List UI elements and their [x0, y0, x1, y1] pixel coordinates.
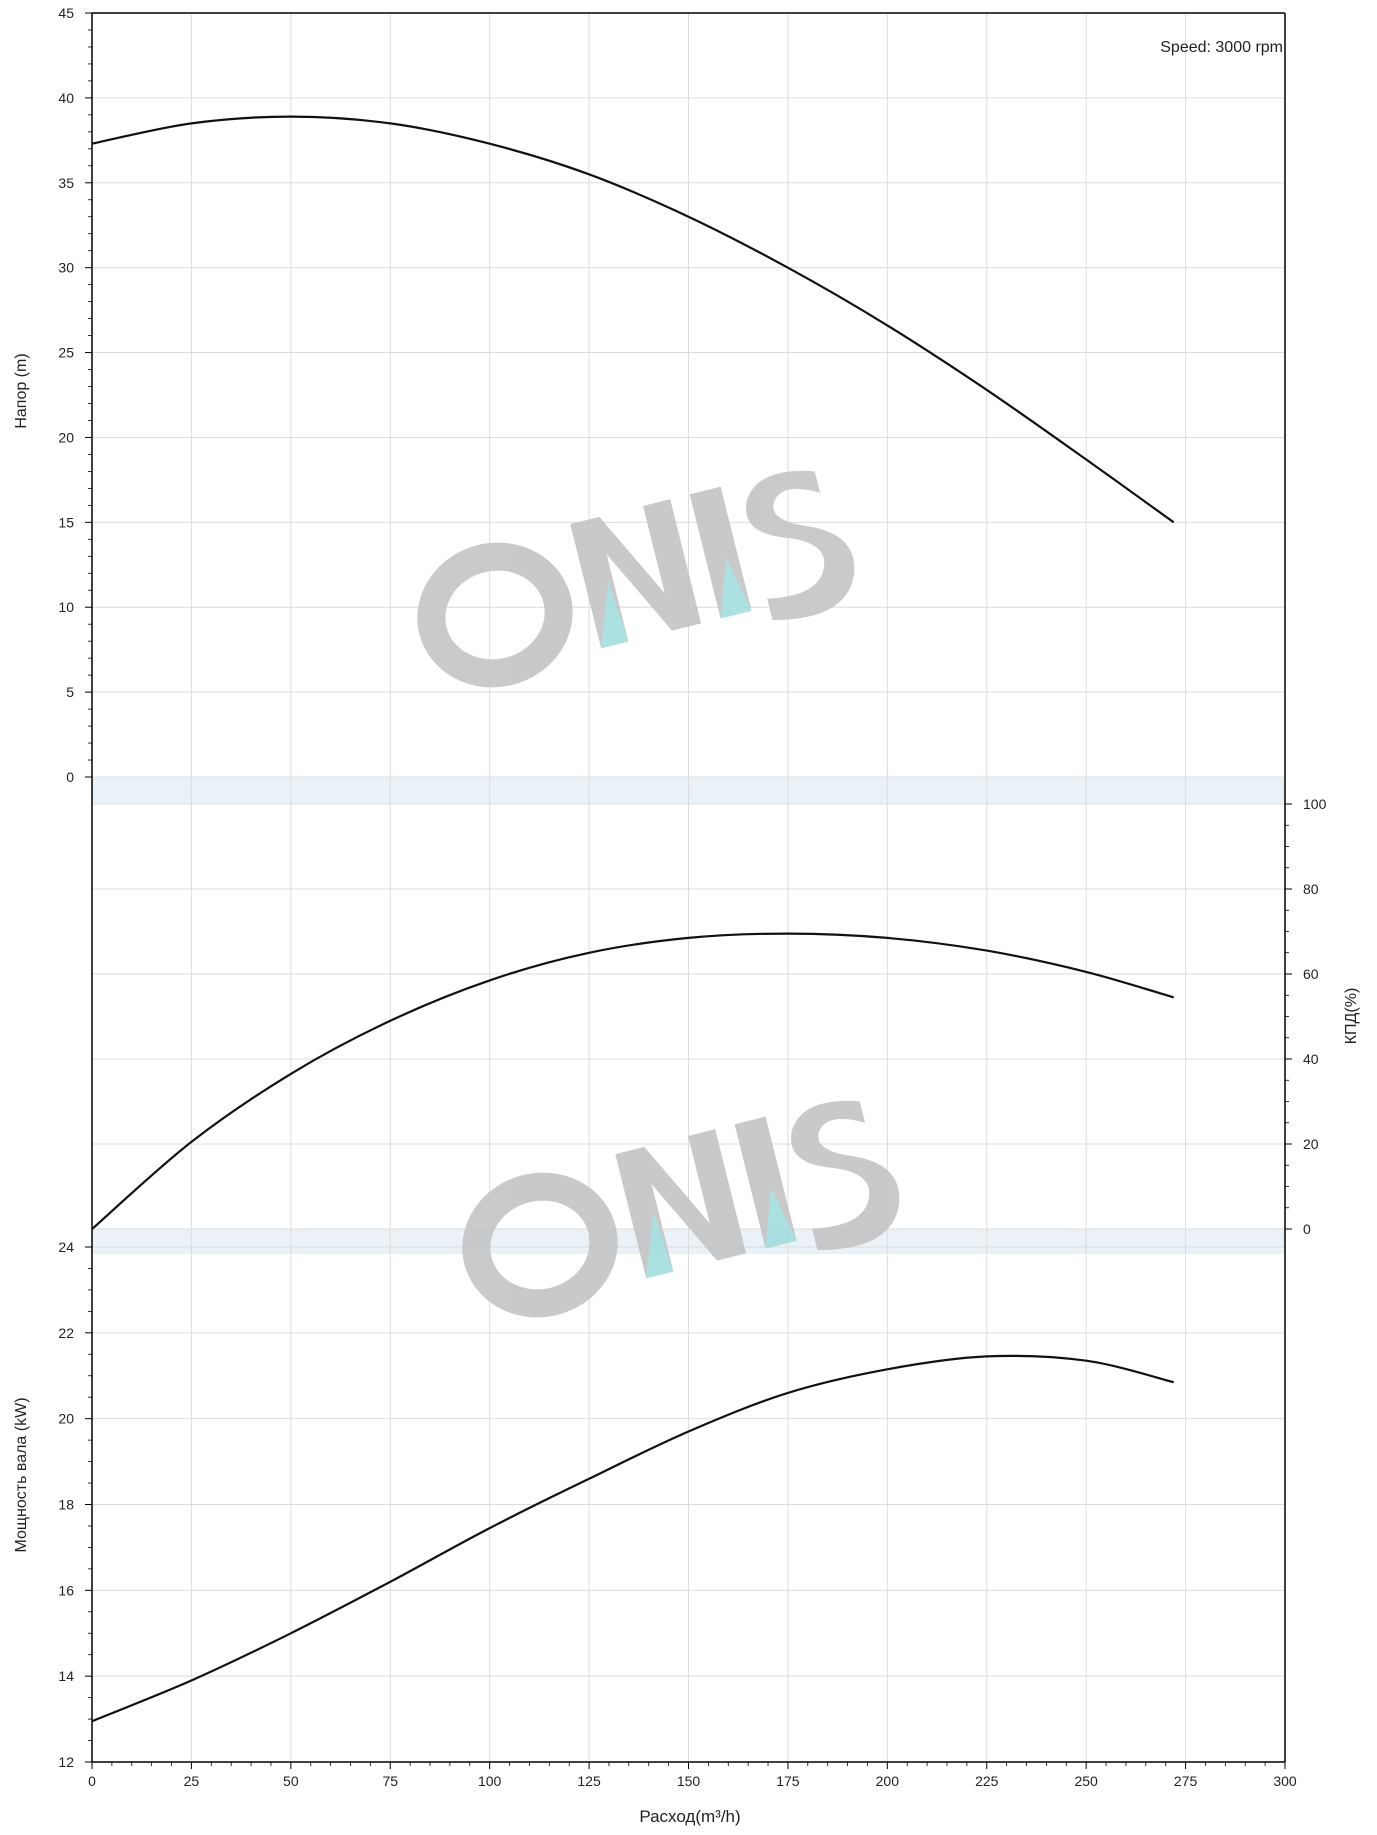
watermark-accent [646, 1211, 674, 1279]
efficiency-y-tick-label: 60 [1303, 966, 1319, 982]
watermark-accent [765, 1187, 797, 1249]
watermark-letter-o [462, 1172, 618, 1318]
head-y-tick-label: 40 [58, 90, 74, 106]
watermark-layer [417, 470, 900, 1318]
watermark-logo [462, 1100, 900, 1318]
efficiency-y-tick-label: 40 [1303, 1051, 1319, 1067]
watermark-letter-s [746, 470, 855, 621]
watermark-letter-o [417, 542, 573, 688]
axes-layer: 0 25 50 75 100 125 150 175 200 225 250 275 300051015… [58, 5, 1326, 1789]
x-tick-label: 100 [478, 1773, 502, 1789]
efficiency-y-tick-label: 20 [1303, 1136, 1319, 1152]
watermark-logo [417, 470, 855, 688]
power-y-tick-label: 22 [58, 1325, 74, 1341]
head-y-tick-label: 25 [58, 345, 74, 361]
efficiency-axis-label: КПД(%) [1343, 988, 1360, 1045]
power-y-tick-label: 14 [58, 1668, 74, 1684]
watermark-letter-n [615, 1129, 747, 1279]
head-y-tick-label: 45 [58, 5, 74, 21]
x-tick-label: 175 [776, 1773, 800, 1789]
head-y-tick-label: 10 [58, 599, 74, 615]
x-tick-label: 50 [283, 1773, 299, 1789]
watermark-accent [601, 581, 629, 649]
watermark-letter-s [791, 1100, 900, 1251]
x-tick-label: 0 [88, 1773, 96, 1789]
head-y-tick-label: 30 [58, 260, 74, 276]
power-curve [91, 1354, 1174, 1723]
power-y-tick-label: 24 [58, 1239, 74, 1255]
x-tick-label: 250 [1074, 1773, 1098, 1789]
head-y-tick-label: 5 [66, 684, 74, 700]
labels-layer: Speed: 3000 rpm Напор (m) КПД(%) Мощност… [13, 39, 1360, 1826]
efficiency-curve [91, 932, 1175, 1230]
speed-annotation: Speed: 3000 rpm [1160, 39, 1283, 56]
x-tick-label: 125 [577, 1773, 601, 1789]
head-y-tick-label: 0 [66, 769, 74, 785]
efficiency-y-tick-label: 100 [1303, 796, 1327, 812]
x-tick-label: 150 [677, 1773, 701, 1789]
power-y-tick-label: 20 [58, 1411, 74, 1427]
curves-layer [91, 115, 1175, 1723]
x-tick-label: 25 [184, 1773, 200, 1789]
x-tick-label: 75 [382, 1773, 398, 1789]
x-tick-label: 225 [975, 1773, 999, 1789]
efficiency-y-tick-label: 80 [1303, 881, 1319, 897]
power-y-tick-label: 18 [58, 1497, 74, 1513]
head-y-tick-label: 15 [58, 514, 74, 530]
power-y-tick-label: 16 [58, 1582, 74, 1598]
head-y-tick-label: 35 [58, 175, 74, 191]
x-tick-label: 200 [876, 1773, 900, 1789]
efficiency-y-tick-label: 0 [1303, 1221, 1311, 1237]
flow-axis-label: Расход(m³/h) [639, 1807, 740, 1826]
power-y-tick-label: 12 [58, 1754, 74, 1770]
watermark-letter-n [570, 499, 702, 649]
x-tick-label: 300 [1273, 1773, 1297, 1789]
grid-lines [91, 12, 1286, 1763]
power-axis-label: Мощность вала (kW) [13, 1397, 30, 1552]
head-axis-label: Напор (m) [13, 353, 30, 428]
x-tick-label: 275 [1174, 1773, 1198, 1789]
watermark-accent [720, 557, 752, 619]
head-y-tick-label: 20 [58, 429, 74, 445]
head-curve [91, 115, 1175, 524]
